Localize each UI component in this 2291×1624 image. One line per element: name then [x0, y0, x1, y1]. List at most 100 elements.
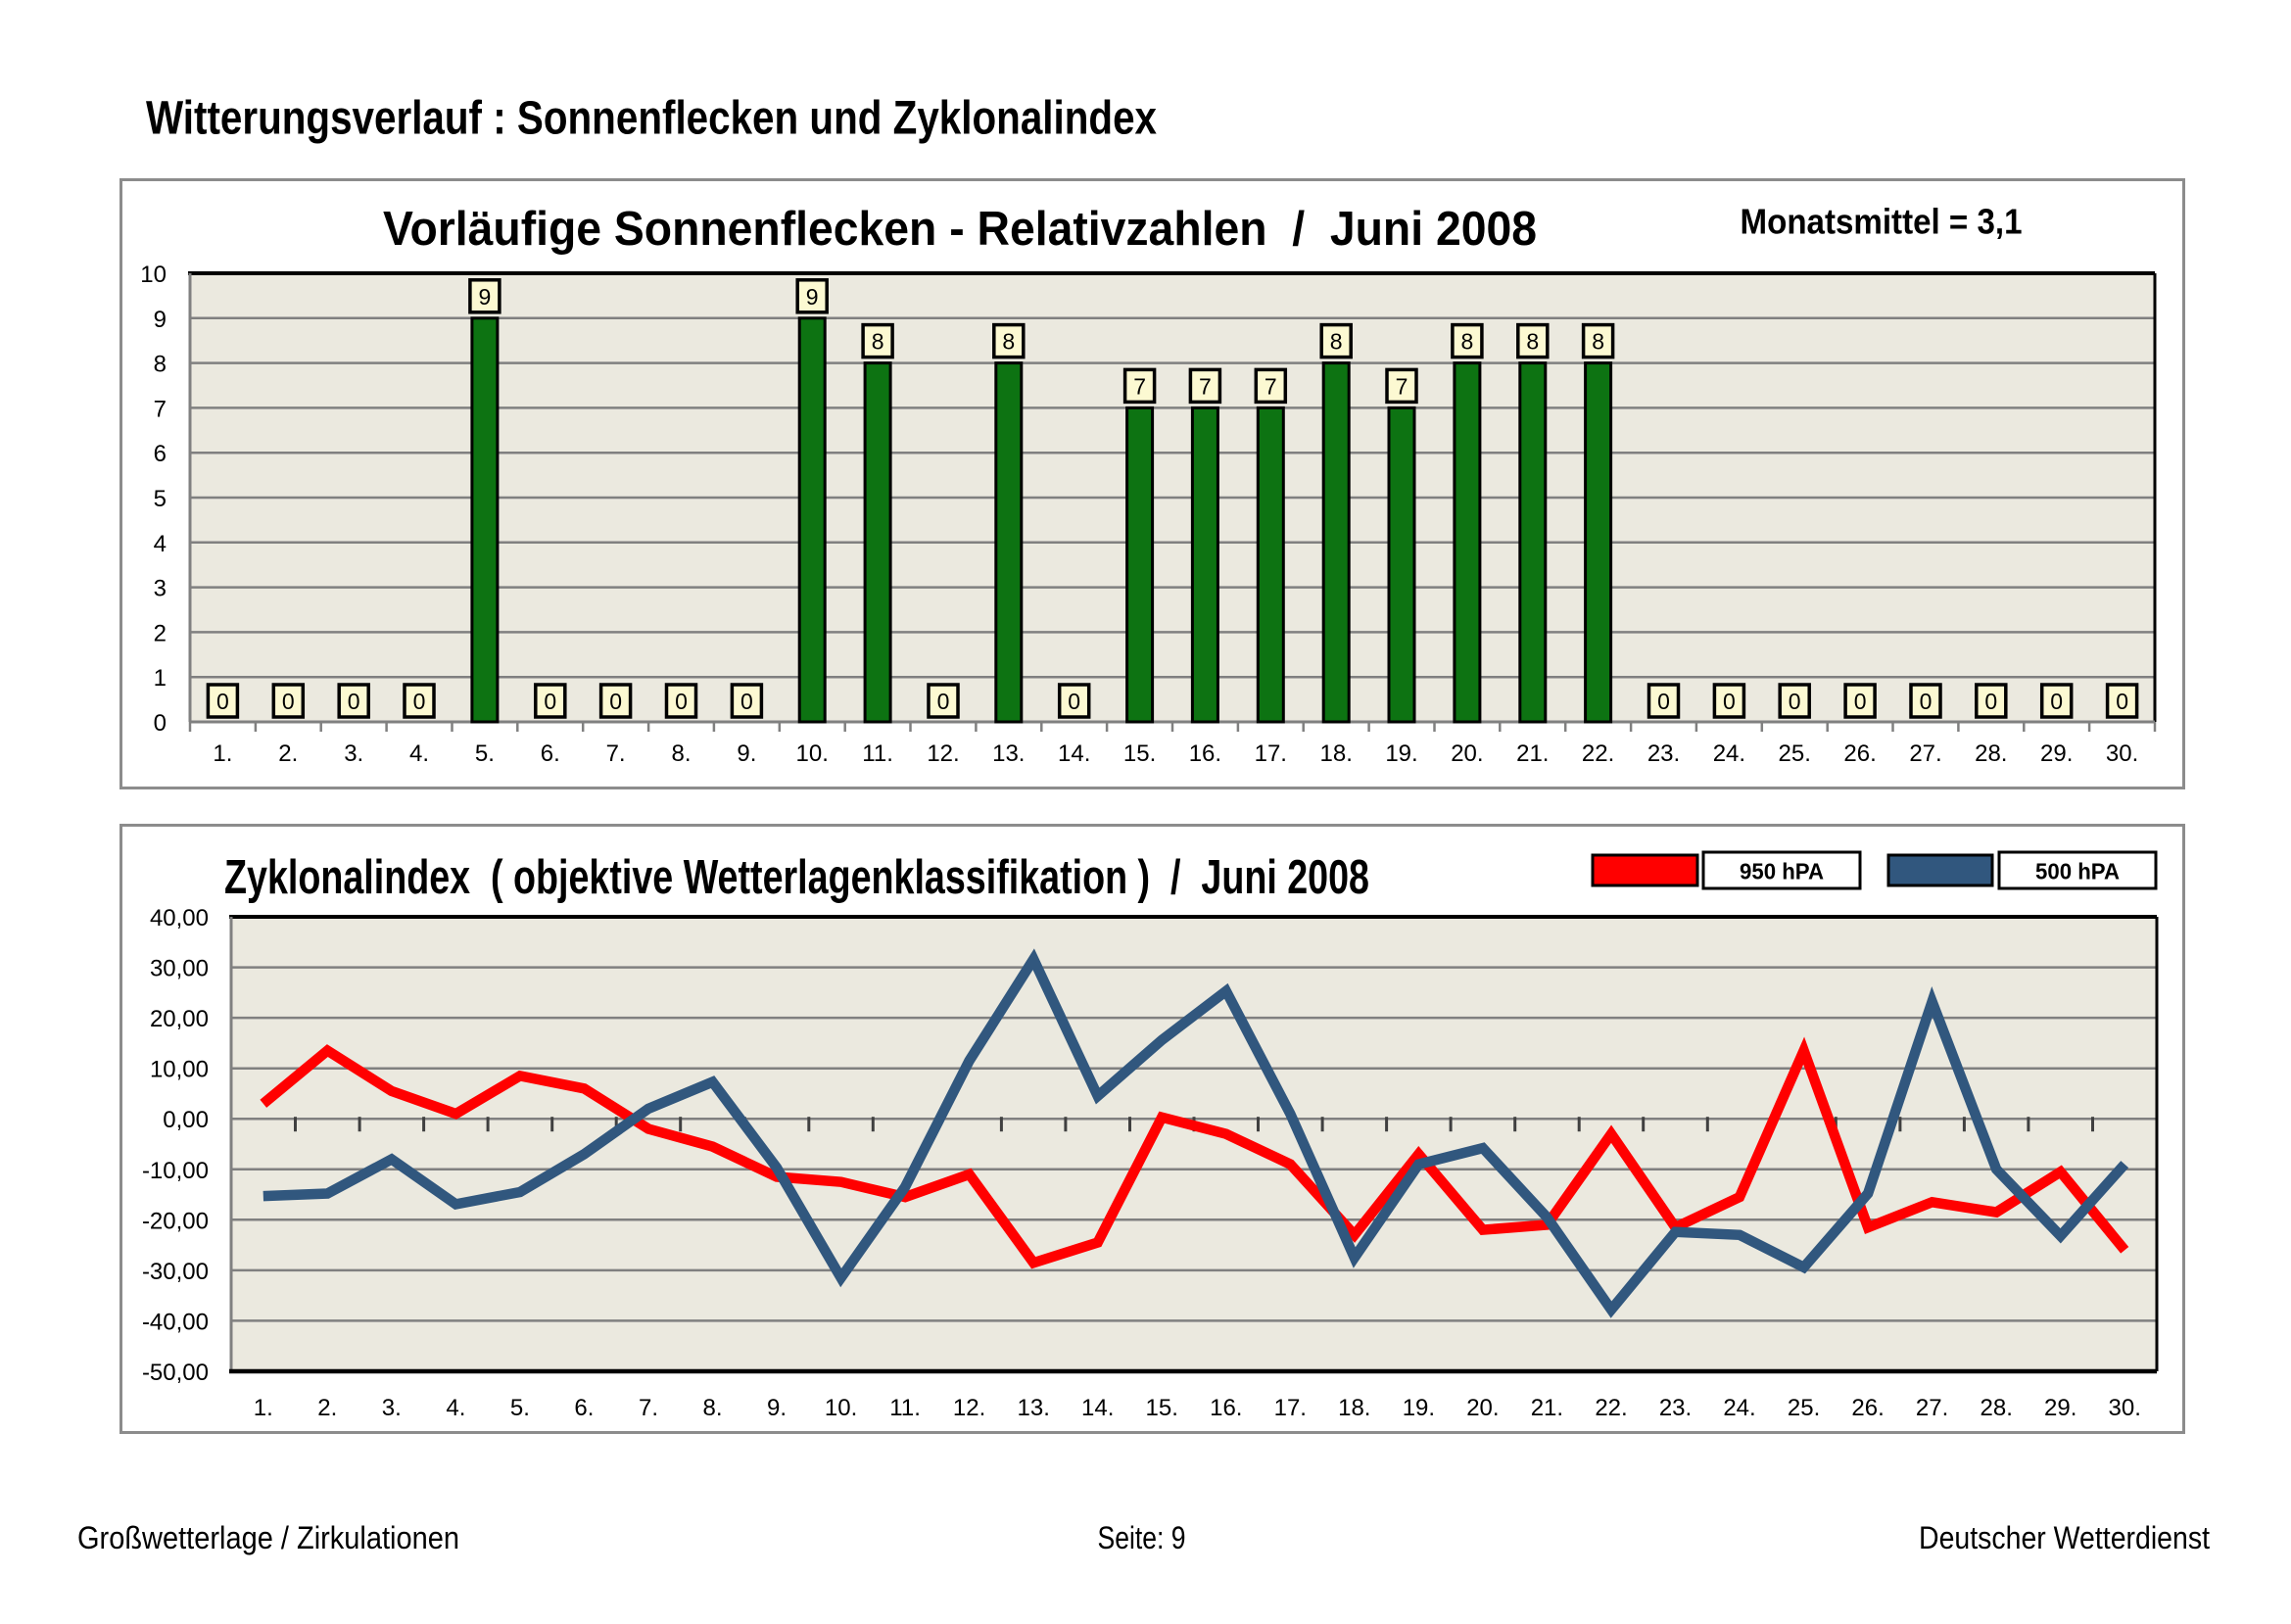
svg-text:9: 9 [479, 284, 492, 310]
svg-text:-50,00: -50,00 [142, 1360, 209, 1386]
svg-text:20.: 20. [1466, 1395, 1499, 1421]
svg-text:24.: 24. [1713, 740, 1745, 767]
svg-text:30,00: 30,00 [150, 956, 209, 982]
svg-text:24.: 24. [1723, 1395, 1755, 1421]
svg-text:0: 0 [154, 710, 167, 737]
svg-text:6.: 6. [541, 740, 560, 767]
svg-text:0: 0 [544, 689, 556, 714]
svg-text:7: 7 [1133, 373, 1146, 399]
svg-text:7: 7 [1199, 373, 1212, 399]
svg-text:2: 2 [154, 620, 167, 646]
svg-text:19.: 19. [1385, 740, 1417, 767]
svg-text:8: 8 [1461, 329, 1474, 355]
svg-text:Witterungsverlauf : Sonnenflec: Witterungsverlauf : Sonnenflecken und Zy… [146, 93, 1157, 145]
svg-text:6: 6 [154, 441, 167, 467]
svg-text:15.: 15. [1146, 1395, 1178, 1421]
svg-text:10.: 10. [796, 740, 829, 767]
svg-text:14.: 14. [1058, 740, 1090, 767]
svg-text:27.: 27. [1909, 740, 1941, 767]
svg-text:11.: 11. [889, 1395, 921, 1421]
svg-text:30.: 30. [2106, 740, 2138, 767]
svg-text:13.: 13. [1018, 1395, 1050, 1421]
svg-text:29.: 29. [2040, 740, 2073, 767]
svg-text:17.: 17. [1255, 740, 1287, 767]
svg-text:30.: 30. [2109, 1395, 2141, 1421]
svg-text:9.: 9. [737, 740, 756, 767]
svg-text:1.: 1. [254, 1395, 273, 1421]
svg-text:22.: 22. [1595, 1395, 1627, 1421]
svg-text:12.: 12. [927, 740, 959, 767]
svg-text:4.: 4. [446, 1395, 465, 1421]
svg-text:7: 7 [1265, 373, 1277, 399]
svg-text:16.: 16. [1210, 1395, 1242, 1421]
svg-text:15.: 15. [1123, 740, 1156, 767]
svg-text:21.: 21. [1516, 740, 1549, 767]
svg-text:21.: 21. [1531, 1395, 1563, 1421]
svg-text:-40,00: -40,00 [142, 1309, 209, 1335]
svg-text:7.: 7. [606, 740, 626, 767]
svg-text:0: 0 [937, 689, 950, 714]
svg-text:4: 4 [154, 531, 167, 557]
svg-text:9: 9 [154, 307, 167, 333]
svg-text:18.: 18. [1320, 740, 1353, 767]
svg-text:8: 8 [1002, 329, 1015, 355]
svg-text:0: 0 [1723, 689, 1736, 714]
svg-text:9: 9 [806, 284, 819, 310]
svg-text:1: 1 [154, 665, 167, 692]
svg-text:8: 8 [154, 352, 167, 378]
svg-text:23.: 23. [1659, 1395, 1692, 1421]
svg-text:11.: 11. [862, 740, 893, 767]
svg-text:3.: 3. [382, 1395, 402, 1421]
svg-text:Großwetterlage / Zirkulationen: Großwetterlage / Zirkulationen [77, 1520, 459, 1555]
svg-text:0: 0 [1854, 689, 1867, 714]
svg-text:2.: 2. [317, 1395, 337, 1421]
svg-text:25.: 25. [1779, 740, 1811, 767]
svg-text:20,00: 20,00 [150, 1006, 209, 1032]
svg-text:5.: 5. [510, 1395, 530, 1421]
svg-text:29.: 29. [2044, 1395, 2076, 1421]
svg-text:0: 0 [1789, 689, 1801, 714]
svg-text:7: 7 [154, 396, 167, 422]
svg-text:26.: 26. [1843, 740, 1876, 767]
svg-text:500 hPA: 500 hPA [2035, 859, 2120, 884]
svg-text:Vorläufige Sonnenflecken - Rel: Vorläufige Sonnenflecken - Relativzahlen… [383, 203, 1537, 256]
svg-text:28.: 28. [1975, 740, 2007, 767]
svg-text:0: 0 [2050, 689, 2063, 714]
svg-text:-20,00: -20,00 [142, 1208, 209, 1234]
svg-text:3: 3 [154, 576, 167, 602]
svg-text:0: 0 [1068, 689, 1080, 714]
svg-text:9.: 9. [767, 1395, 787, 1421]
svg-text:0: 0 [2116, 689, 2128, 714]
svg-text:3.: 3. [344, 740, 363, 767]
svg-text:10,00: 10,00 [150, 1057, 209, 1083]
svg-text:5: 5 [154, 486, 167, 512]
svg-text:0,00: 0,00 [163, 1107, 209, 1133]
svg-text:Deutscher Wetterdienst: Deutscher Wetterdienst [1919, 1520, 2210, 1555]
svg-text:12.: 12. [953, 1395, 985, 1421]
svg-text:0: 0 [413, 689, 426, 714]
svg-text:27.: 27. [1916, 1395, 1948, 1421]
svg-text:10: 10 [140, 262, 167, 288]
svg-text:-30,00: -30,00 [142, 1259, 209, 1285]
svg-text:14.: 14. [1081, 1395, 1114, 1421]
svg-text:0: 0 [1984, 689, 1997, 714]
svg-text:0: 0 [348, 689, 360, 714]
svg-text:16.: 16. [1189, 740, 1221, 767]
svg-text:28.: 28. [1981, 1395, 2013, 1421]
svg-text:17.: 17. [1274, 1395, 1307, 1421]
svg-text:1.: 1. [213, 740, 232, 767]
svg-text:Seite: 9: Seite: 9 [1098, 1520, 1186, 1555]
svg-text:0: 0 [282, 689, 295, 714]
svg-text:Monatsmittel = 3,1: Monatsmittel = 3,1 [1741, 202, 2023, 242]
svg-text:Zyklonalindex ( objektive Wet: Zyklonalindex ( objektive Wetterlagenkla… [224, 851, 1369, 904]
svg-text:8: 8 [872, 329, 884, 355]
svg-text:0: 0 [675, 689, 688, 714]
svg-text:0: 0 [216, 689, 229, 714]
svg-text:950 hPA: 950 hPA [1740, 859, 1824, 884]
svg-text:8: 8 [1526, 329, 1539, 355]
svg-text:8.: 8. [702, 1395, 722, 1421]
svg-text:7: 7 [1396, 373, 1408, 399]
svg-text:0: 0 [1920, 689, 1933, 714]
svg-text:19.: 19. [1403, 1395, 1435, 1421]
svg-text:23.: 23. [1647, 740, 1680, 767]
